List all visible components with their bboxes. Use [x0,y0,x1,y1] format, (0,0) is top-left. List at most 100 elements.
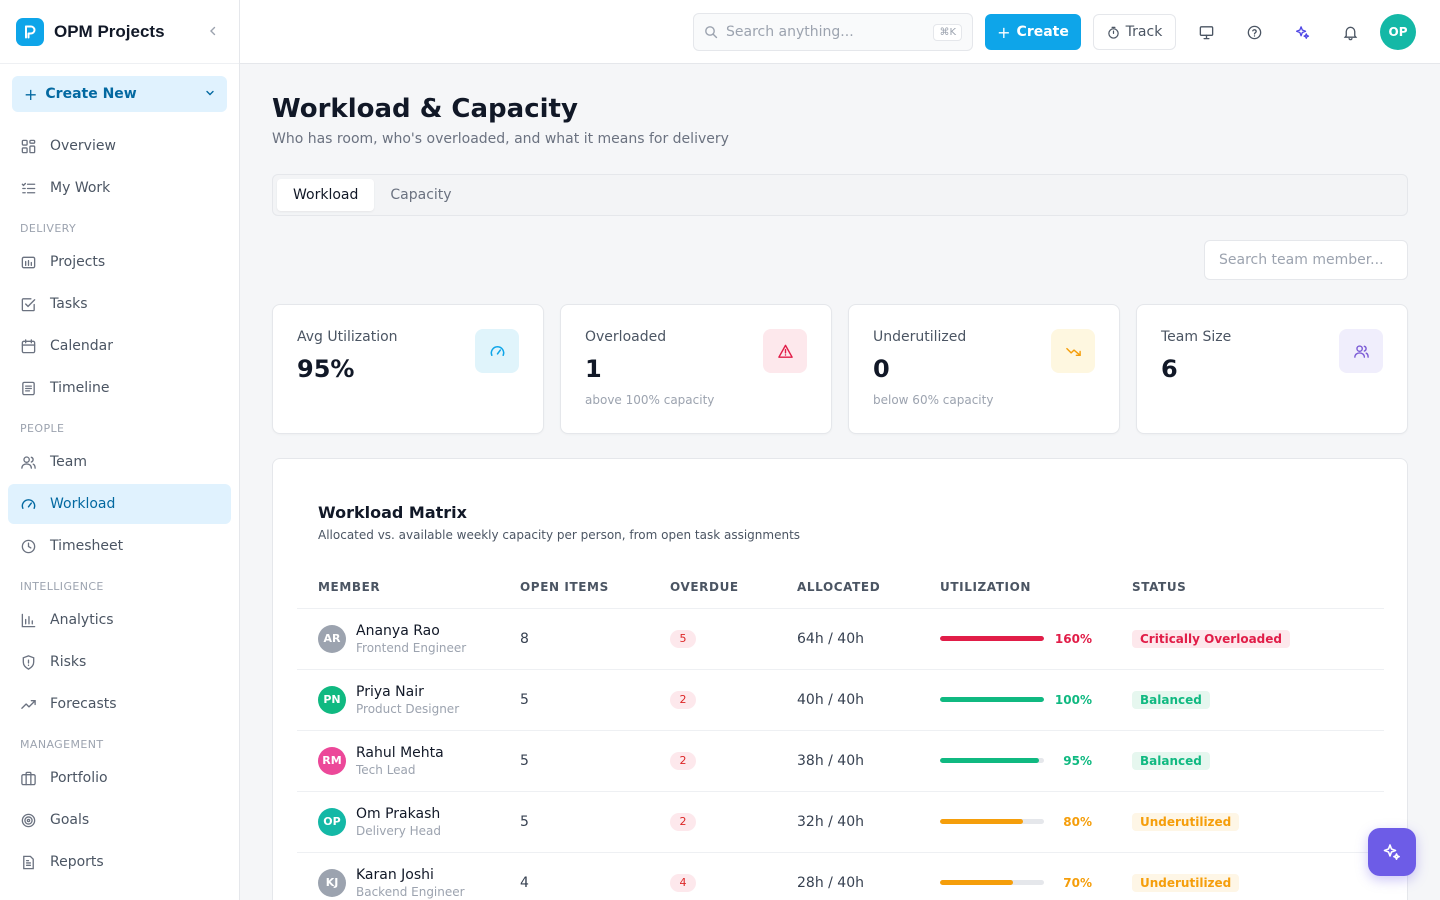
sidebar-item-forecasts[interactable]: Forecasts [8,684,231,724]
stat-value: 1 [585,355,602,383]
avatar: PN [318,685,346,714]
workload-matrix: Workload Matrix Allocated vs. available … [272,458,1408,900]
column-header-open-items[interactable]: OPEN ITEMS [520,566,670,609]
sidebar-section-people: PEOPLE [20,422,65,435]
stat-card-team-size: Team Size 6 [1136,304,1408,434]
sidebar-item-label: Risks [50,654,87,670]
cell-overdue: 4 [670,852,797,900]
sidebar-item-risks[interactable]: Risks [8,642,231,682]
column-header-member[interactable]: MEMBER [297,566,520,609]
search-shortcut: ⌘K [933,23,962,41]
cell-status: Balanced [1132,730,1384,792]
cell-open-items: 5 [520,791,670,853]
matrix-subtitle: Allocated vs. available weekly capacity … [318,528,801,542]
brand-header: OPM Projects [0,0,239,64]
cell-overdue: 5 [670,608,797,670]
utilization-bar-fill [940,819,1024,824]
cell-allocated: 32h / 40h [797,791,940,853]
sidebar-item-overview[interactable]: Overview [8,126,231,166]
member-name[interactable]: Ananya Rao [356,622,440,639]
sidebar-item-portfolio[interactable]: Portfolio [8,758,231,798]
table-row[interactable]: PN Priya Nair Product Designer 5 2 40h / 40h 1… [297,669,1384,731]
global-search-input[interactable]: Search anything... ⌘K [693,13,973,51]
utilization-bar-fill [940,697,1044,702]
sidebar-item-analytics[interactable]: Analytics [8,600,231,640]
sidebar-item-label: Goals [50,812,90,828]
calendar-icon [21,338,36,353]
tab-workload[interactable]: Workload [277,179,375,211]
column-header-utilization[interactable]: UTILIZATION [940,566,1132,609]
sidebar-item-reports[interactable]: Reports [8,842,231,882]
cell-member: AR Ananya Rao Frontend Engineer [297,608,520,670]
stat-label: Underutilized [873,329,967,345]
cell-allocated: 64h / 40h [797,608,940,670]
member-text: Ananya Rao Frontend Engineer [356,623,466,655]
utilization-bar [940,819,1044,824]
create-new-button[interactable]: + Create New [12,76,227,112]
ai-assistant-button[interactable] [1368,828,1416,876]
cell-utilization: 70% [940,852,1132,900]
users-icon [21,455,36,469]
stat-note: above 100% capacity [585,393,715,407]
monitor-icon[interactable] [1196,22,1216,42]
user-avatar[interactable]: OP [1380,14,1416,50]
tab-capacity[interactable]: Capacity [390,187,452,203]
overdue-badge: 2 [670,751,696,770]
chevron-down-icon [205,86,215,102]
table-row[interactable]: RM Rahul Mehta Tech Lead 5 2 38h / 40h 95% Bala… [297,730,1384,792]
sidebar-item-team[interactable]: Team [8,442,231,482]
document-icon [22,381,35,395]
column-header-allocated[interactable]: ALLOCATED [797,566,940,609]
track-button[interactable]: Track [1093,14,1176,50]
trend-up-icon [21,699,36,709]
overdue-badge: 2 [670,690,696,709]
view-tabs: Workload Capacity [272,174,1408,216]
table-row[interactable]: OP Om Prakash Delivery Head 5 2 32h / 40h 80% U… [297,791,1384,853]
member-name[interactable]: Rahul Mehta [356,744,444,761]
table-row[interactable]: AR Ananya Rao Frontend Engineer 8 5 64h / 40h… [297,608,1384,670]
cell-member: KJ Karan Joshi Backend Engineer [297,852,520,900]
sidebar-item-label: Calendar [50,338,113,354]
table-row[interactable]: KJ Karan Joshi Backend Engineer 4 4 28h / 40h… [297,852,1384,900]
help-icon[interactable] [1244,22,1264,42]
utilization-percent: 95% [1063,753,1092,768]
cell-status: Critically Overloaded [1132,608,1384,670]
sidebar-item-projects[interactable]: Projects [8,242,231,282]
team-member-search-input[interactable] [1204,240,1408,280]
member-role: Delivery Head [356,823,442,838]
utilization-bar [940,880,1044,885]
stopwatch-icon [1107,26,1119,39]
utilization-percent: 160% [1054,631,1092,646]
cell-member: PN Priya Nair Product Designer [297,669,520,731]
cell-allocated: 38h / 40h [797,730,940,792]
trend-down-icon [1051,329,1095,373]
avatar: OP [318,807,346,836]
bell-icon[interactable] [1340,22,1360,42]
sidebar-item-my-work[interactable]: My Work [8,168,231,208]
status-badge: Underutilized [1132,873,1240,892]
create-button[interactable]: + Create [985,14,1081,50]
sidebar-section-intelligence: INTELLIGENCE [20,580,104,593]
target-icon [21,813,36,827]
member-name[interactable]: Karan Joshi [356,866,434,883]
member-name[interactable]: Om Prakash [356,805,441,822]
avatar: AR [318,624,346,653]
cell-open-items: 8 [520,608,670,670]
member-name[interactable]: Priya Nair [356,683,424,700]
ai-sparkle-icon[interactable] [1292,22,1312,42]
collapse-sidebar-icon[interactable] [203,24,223,40]
sidebar-item-workload[interactable]: Workload [8,484,231,524]
sidebar-item-label: Team [50,454,88,470]
utilization-bar [940,636,1044,641]
member-info: RM Rahul Mehta Tech Lead [318,745,520,777]
column-header-overdue[interactable]: OVERDUE [670,566,797,609]
sidebar-item-calendar[interactable]: Calendar [8,326,231,366]
shield-icon [22,654,35,670]
brand-logo-icon[interactable] [16,17,44,46]
sidebar-item-timeline[interactable]: Timeline [8,368,231,408]
sidebar-item-goals[interactable]: Goals [8,800,231,840]
stat-note: below 60% capacity [873,393,994,407]
sidebar-item-timesheet[interactable]: Timesheet [8,526,231,566]
sidebar-item-tasks[interactable]: Tasks [8,284,231,324]
column-header-status[interactable]: STATUS [1132,566,1384,609]
